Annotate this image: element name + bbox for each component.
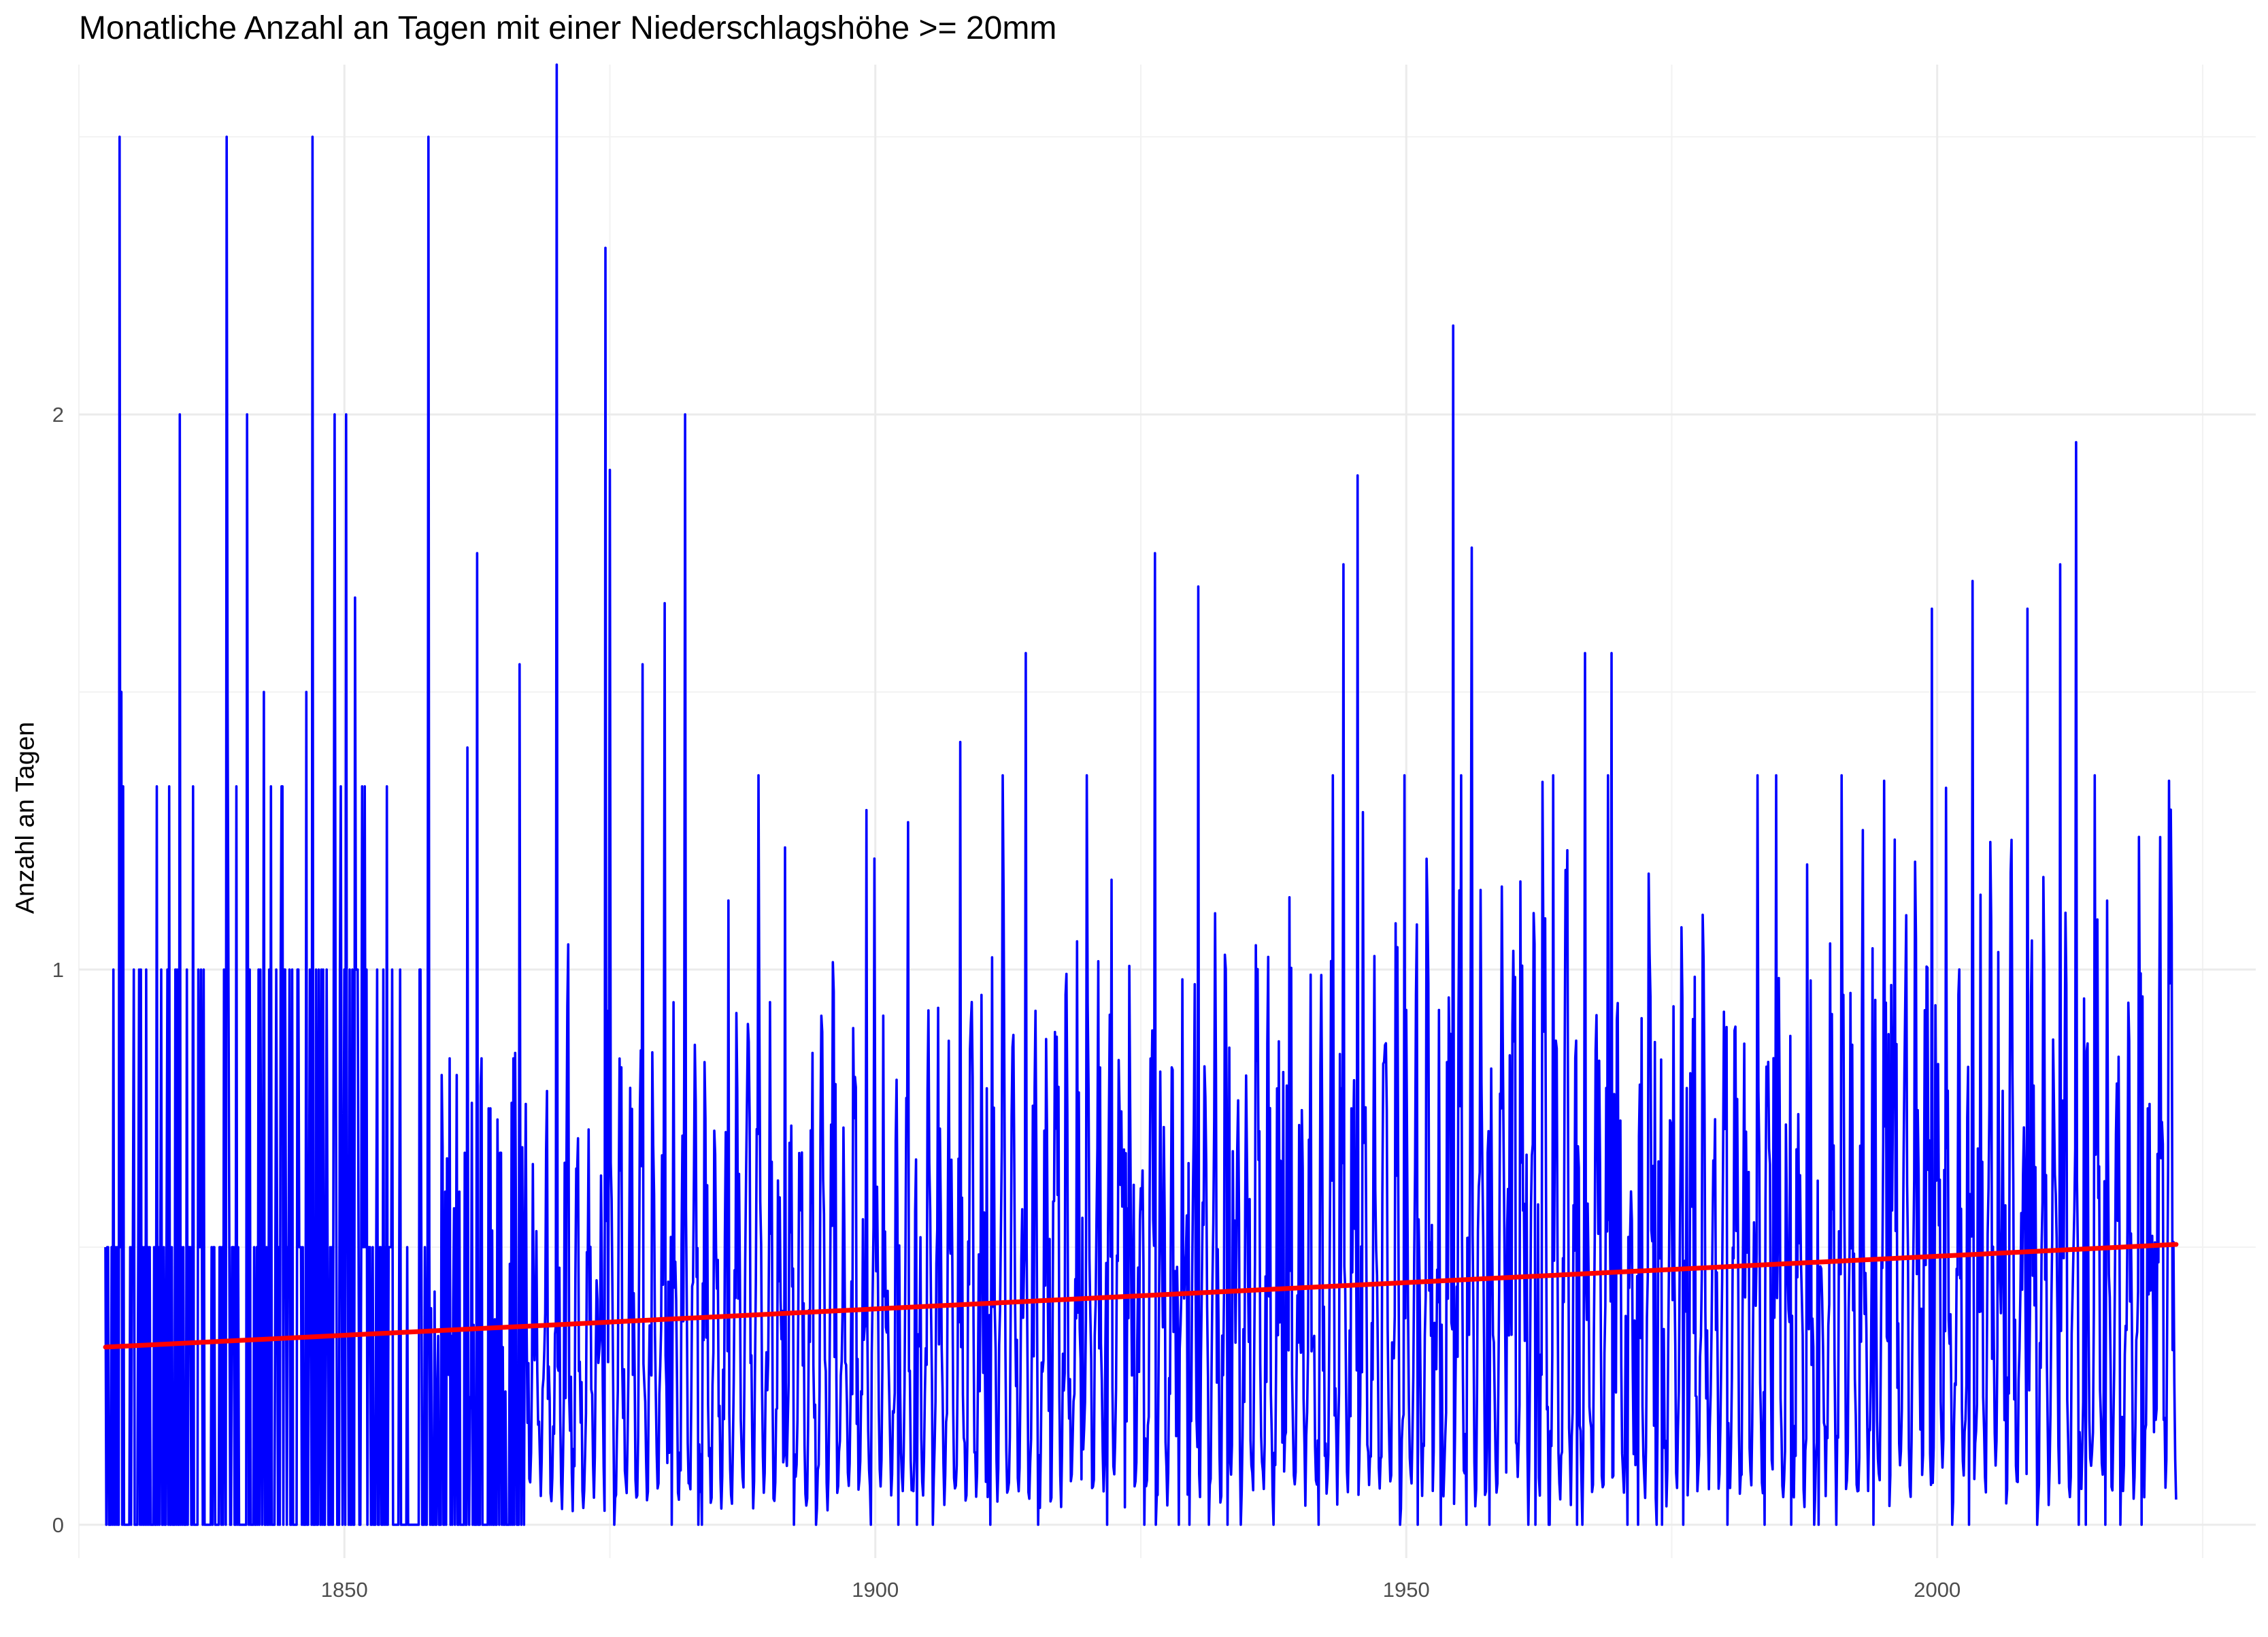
x-tick-label: 1850 bbox=[321, 1578, 368, 1602]
y-tick-label: 2 bbox=[52, 403, 64, 427]
y-tick-labels: 0 1 2 bbox=[52, 403, 64, 1537]
y-tick-label: 1 bbox=[52, 958, 64, 982]
series-line-trend bbox=[103, 1242, 2179, 1350]
y-tick-label: 0 bbox=[52, 1513, 64, 1537]
x-tick-label: 1950 bbox=[1383, 1578, 1430, 1602]
chart-title: Monatliche Anzahl an Tagen mit einer Nie… bbox=[79, 10, 1057, 46]
x-tick-label: 2000 bbox=[1914, 1578, 1961, 1602]
x-tick-labels: 1850 1900 1950 2000 bbox=[321, 1578, 1961, 1602]
x-tick-label: 1900 bbox=[852, 1578, 899, 1602]
series-layer bbox=[103, 63, 2179, 1526]
